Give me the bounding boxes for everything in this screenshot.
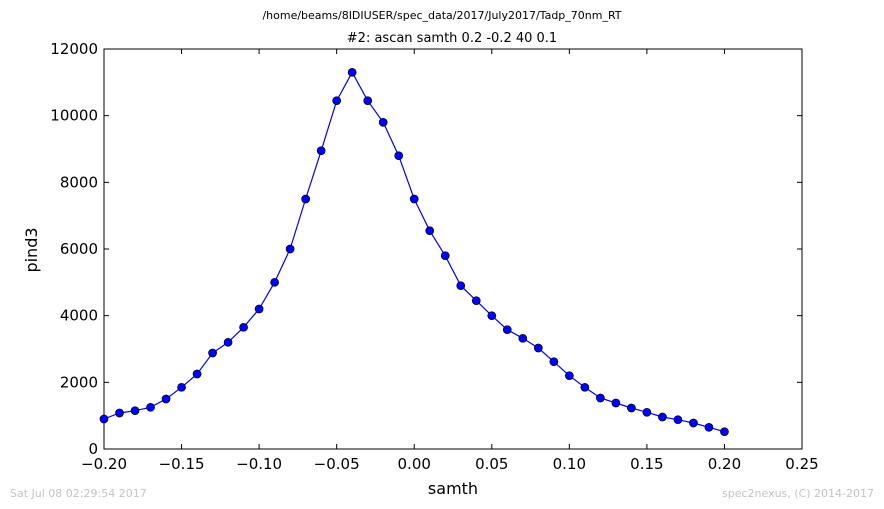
data-point	[564, 371, 574, 381]
data-point	[673, 415, 683, 425]
data-point	[627, 403, 636, 413]
data-point	[704, 422, 714, 432]
data-point	[611, 398, 621, 408]
data-point	[316, 146, 326, 156]
data-point	[440, 251, 450, 261]
x-tick-label: 0.10	[553, 455, 586, 473]
y-tick-label: 8000	[60, 173, 98, 191]
data-point	[658, 412, 667, 422]
data-point	[223, 337, 233, 347]
data-point	[177, 382, 186, 392]
x-tick-label: −0.15	[159, 455, 205, 473]
x-tick-label: −0.10	[236, 455, 282, 473]
plot-area: −0.20 −0.15 −0.10 −0.05 0.00 0.05 0.10 0.15 0.20…	[50, 40, 818, 473]
y-axis-label: pind3	[22, 227, 41, 272]
plot-frame	[103, 48, 803, 450]
data-point	[239, 322, 248, 332]
data-point	[192, 369, 202, 379]
data-point	[161, 394, 171, 404]
x-tick-label: 0.25	[785, 455, 818, 473]
data-point	[518, 333, 528, 343]
data-point	[301, 194, 310, 204]
timestamp-footer: Sat Jul 08 02:29:54 2017	[10, 487, 147, 500]
data-point	[689, 418, 698, 428]
data-point	[487, 311, 497, 321]
data-point	[332, 96, 342, 106]
copyright-footer: spec2nexus, (C) 2014-2017	[722, 487, 874, 500]
y-tick-label: 2000	[60, 373, 98, 391]
data-point	[99, 414, 109, 424]
x-tick-label: 0.20	[708, 455, 741, 473]
data-point	[596, 393, 605, 403]
y-tick-label: 0	[88, 440, 98, 458]
plot-title: #2: ascan samth 0.2 -0.2 40 0.1	[347, 31, 557, 46]
y-tick-label: 4000	[60, 307, 98, 325]
y-tick-label: 6000	[60, 240, 98, 258]
data-point	[347, 67, 357, 77]
data-point	[425, 226, 435, 236]
data-point	[549, 357, 559, 367]
data-point	[456, 281, 466, 291]
x-axis-label: samth	[428, 479, 478, 498]
data-point	[580, 382, 590, 392]
data-point	[130, 406, 140, 416]
y-tick-label: 10000	[50, 107, 98, 125]
data-point	[378, 117, 388, 127]
data-point	[270, 277, 279, 287]
data-point	[285, 244, 295, 254]
figure-suptitle: /home/beams/8IDIUSER/spec_data/2017/July…	[262, 9, 621, 22]
x-tick-label: 0.00	[398, 455, 431, 473]
x-tick-label: −0.05	[314, 455, 360, 473]
x-tick-label: −0.20	[81, 455, 127, 473]
data-point	[394, 151, 404, 161]
data-point	[409, 194, 419, 204]
data-point	[720, 427, 729, 437]
x-tick-label: 0.15	[630, 455, 663, 473]
data-point	[254, 304, 264, 314]
y-tick-label: 12000	[50, 40, 98, 58]
data-point	[363, 96, 373, 106]
data-point	[146, 402, 155, 412]
data-point	[533, 343, 543, 353]
data-point	[208, 348, 217, 358]
x-tick-label: 0.05	[475, 455, 508, 473]
data-point	[642, 407, 652, 417]
data-point	[471, 296, 481, 306]
data-point	[502, 325, 512, 335]
data-point	[115, 408, 124, 418]
